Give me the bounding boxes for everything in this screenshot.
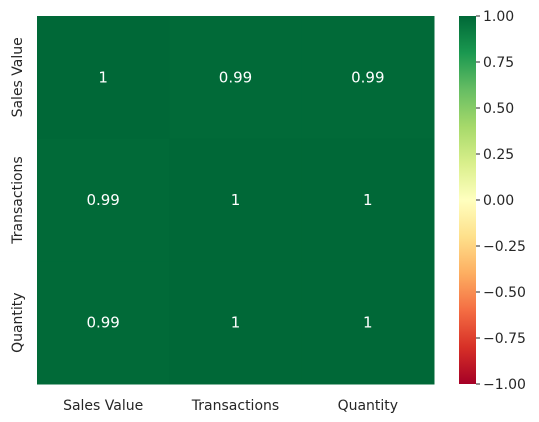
colorbar bbox=[459, 16, 476, 384]
colorbar-tick-labels: 1.00 0.75 0.50 0.25 0.00 −0.25 −0.50 −0.75 −1.00 bbox=[476, 9, 526, 393]
cell-annotation: 0.99 bbox=[86, 314, 119, 332]
colorbar-tick-label: 0.25 bbox=[483, 147, 514, 163]
heatmap-annotations: 1 0.99 0.99 0.99 1 1 0.99 1 1 bbox=[86, 68, 384, 331]
cell-annotation: 0.99 bbox=[219, 68, 252, 86]
x-tick-label: Sales Value bbox=[63, 398, 143, 414]
heatmap-cell bbox=[169, 261, 303, 385]
x-tick-label: Quantity bbox=[338, 398, 399, 414]
cell-annotation: 1 bbox=[363, 314, 373, 332]
heatmap-cell bbox=[169, 138, 303, 262]
cell-annotation: 1 bbox=[98, 68, 108, 86]
heatmap-cell bbox=[301, 138, 435, 262]
y-axis-tick-labels: Sales Value Transactions Quantity bbox=[10, 37, 26, 353]
heatmap-cell bbox=[37, 16, 170, 140]
colorbar-tick-label: 0.75 bbox=[483, 55, 514, 71]
y-tick-label: Sales Value bbox=[10, 37, 26, 117]
heatmap-cells bbox=[37, 16, 435, 385]
colorbar-tick-label: −0.75 bbox=[483, 331, 526, 347]
cell-annotation: 1 bbox=[231, 191, 241, 209]
cell-annotation: 1 bbox=[363, 191, 373, 209]
cell-annotation: 0.99 bbox=[351, 68, 384, 86]
heatmap-cell bbox=[301, 261, 435, 385]
colorbar-tick-label: 0.00 bbox=[483, 193, 514, 209]
x-tick-label: Transactions bbox=[191, 398, 279, 414]
colorbar-tick-label: −1.00 bbox=[483, 377, 526, 393]
colorbar-tick-label: 0.50 bbox=[483, 101, 514, 117]
colorbar-tick-label: 1.00 bbox=[483, 9, 514, 25]
heatmap-cell bbox=[37, 138, 170, 262]
cell-annotation: 0.99 bbox=[86, 191, 119, 209]
heatmap-cell bbox=[301, 16, 435, 140]
y-tick-label: Quantity bbox=[10, 292, 26, 353]
x-axis-tick-labels: Sales Value Transactions Quantity bbox=[63, 398, 398, 414]
heatmap-cell bbox=[37, 261, 170, 385]
heatmap-cell bbox=[169, 16, 303, 140]
y-tick-label: Transactions bbox=[10, 156, 26, 244]
colorbar-tick-label: −0.25 bbox=[483, 239, 526, 255]
colorbar-tick-label: −0.50 bbox=[483, 285, 526, 301]
cell-annotation: 1 bbox=[231, 314, 241, 332]
